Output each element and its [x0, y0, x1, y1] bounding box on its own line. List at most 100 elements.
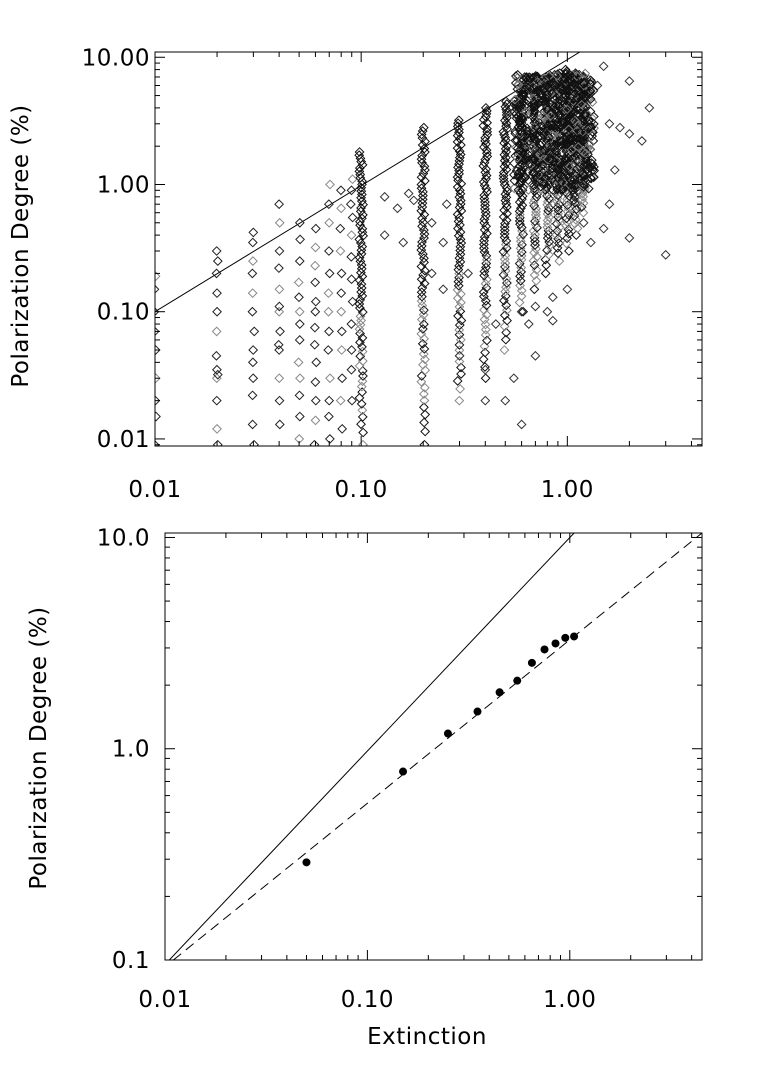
top-data-point [212, 288, 222, 299]
top-data-point [583, 109, 594, 120]
top-data-point [580, 68, 591, 79]
top-data-point [512, 152, 523, 163]
top-data-point [211, 350, 222, 361]
top-data-point [274, 263, 284, 274]
top-data-point [522, 149, 533, 159]
top-data-point [501, 96, 511, 107]
top-data-point [417, 140, 428, 150]
top-data-point [563, 169, 573, 180]
top-y-axis-label: Polarization Degree (%) [8, 104, 34, 387]
top-data-point [501, 118, 512, 129]
top-data-point [452, 209, 463, 220]
top-data-point [358, 371, 368, 381]
top-data-point [454, 350, 465, 361]
top-data-point [419, 161, 430, 172]
top-data-point [480, 330, 491, 340]
top-data-point [357, 411, 368, 422]
bottom-solid-line [168, 533, 575, 960]
top-data-point [420, 136, 430, 147]
top-data-point [571, 132, 581, 143]
top-data-point [347, 174, 358, 185]
top-data-point [336, 306, 347, 317]
top-data-point [523, 175, 534, 186]
top-data-point [624, 128, 635, 139]
top-data-point [417, 237, 427, 247]
top-data-point [560, 90, 570, 101]
top-data-point [347, 395, 357, 406]
top-data-point [418, 309, 429, 320]
top-data-point [323, 345, 334, 355]
top-data-point [557, 117, 568, 128]
bottom-data-point [399, 767, 408, 776]
top-data-point [511, 71, 521, 81]
top-data-point [355, 216, 365, 227]
top-data-point [541, 74, 551, 85]
top-data-point [529, 98, 540, 109]
top-data-point [580, 154, 591, 165]
top-data-point [336, 203, 347, 214]
top-data-point [247, 237, 258, 248]
top-data-point [562, 104, 573, 115]
top-data-point [579, 170, 590, 181]
top-data-point [521, 107, 532, 117]
top-data-point [589, 123, 599, 134]
top-data-point [523, 185, 534, 195]
top-data-point [514, 116, 525, 127]
top-data-point [546, 110, 556, 121]
top-data-point [274, 395, 285, 406]
top-data-point [561, 79, 572, 90]
top-data-point [555, 165, 566, 176]
top-data-point [517, 200, 528, 211]
top-data-point [586, 162, 597, 173]
top-data-point [509, 175, 520, 186]
bottom-y-axis-label: Polarization Degree (%) [26, 606, 52, 889]
top-data-point [534, 126, 545, 137]
top-data-point [524, 72, 535, 83]
top-data-point [416, 371, 427, 381]
top-data-point [325, 373, 335, 384]
top-data-point [501, 104, 512, 115]
top-data-point [552, 113, 562, 124]
top-data-point [509, 169, 519, 180]
top-data-point [542, 104, 553, 115]
bottom-x-axis-label: Extinction [367, 1024, 487, 1050]
top-data-point [356, 279, 367, 290]
top-data-point [521, 151, 532, 162]
top-data-point [551, 106, 562, 117]
top-data-point [419, 209, 430, 220]
top-data-point [481, 274, 492, 285]
top-plot-frame [154, 51, 703, 447]
top-data-point [419, 278, 430, 289]
top-data-point [541, 260, 552, 271]
top-data-point [499, 138, 510, 149]
top-data-point [542, 89, 553, 100]
top-data-point [544, 98, 555, 109]
top-data-point [274, 246, 285, 256]
top-data-point [517, 90, 528, 101]
top-data-point [636, 136, 647, 146]
top-data-point [498, 167, 509, 178]
top-y-tick-label: 1.00 [97, 172, 150, 198]
top-data-point [481, 300, 492, 311]
top-data-point [324, 395, 335, 406]
top-data-point [561, 238, 572, 249]
top-data-point [500, 115, 510, 126]
top-data-point [567, 184, 578, 195]
top-data-point [420, 426, 431, 437]
top-data-point [481, 228, 492, 239]
top-data-point [212, 306, 222, 317]
top-data-point [567, 115, 578, 126]
top-data-point [499, 345, 510, 355]
top-data-point [416, 376, 427, 387]
top-data-point [624, 76, 635, 86]
top-data-point [454, 340, 465, 350]
top-data-point [530, 350, 541, 361]
bottom-data-point [570, 632, 579, 641]
top-data-point [536, 146, 547, 156]
top-data-point [211, 326, 222, 337]
top-data-point [545, 145, 556, 156]
top-data-point [554, 199, 564, 210]
top-data-point [155, 373, 161, 384]
top-data-point [585, 75, 596, 86]
